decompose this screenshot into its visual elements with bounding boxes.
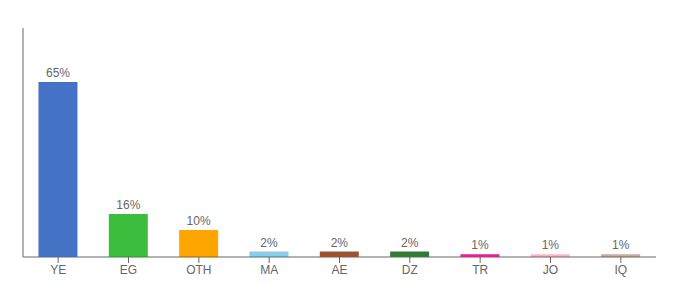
svg-text:10%: 10% [187,214,211,228]
svg-text:DZ: DZ [402,263,418,277]
svg-text:TR: TR [472,263,488,277]
svg-text:65%: 65% [46,66,70,80]
svg-text:1%: 1% [542,238,560,252]
svg-text:AE: AE [331,263,347,277]
svg-text:IQ: IQ [614,263,627,277]
svg-text:1%: 1% [471,238,489,252]
svg-text:16%: 16% [116,198,140,212]
svg-text:JO: JO [543,263,558,277]
svg-text:EG: EG [120,263,137,277]
svg-text:2%: 2% [331,236,349,250]
svg-text:2%: 2% [260,236,278,250]
svg-text:OTH: OTH [186,263,211,277]
svg-text:YE: YE [50,263,66,277]
svg-text:1%: 1% [612,238,630,252]
svg-text:MA: MA [260,263,278,277]
svg-text:2%: 2% [401,236,419,250]
